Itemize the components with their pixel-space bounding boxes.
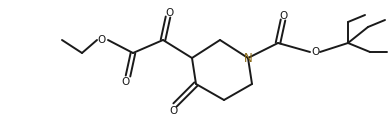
Text: N: N [244, 52, 252, 64]
Text: O: O [98, 35, 106, 45]
Text: O: O [169, 106, 177, 116]
Text: O: O [121, 77, 129, 87]
Text: O: O [165, 8, 173, 18]
Text: O: O [280, 11, 288, 21]
Text: O: O [311, 47, 319, 57]
